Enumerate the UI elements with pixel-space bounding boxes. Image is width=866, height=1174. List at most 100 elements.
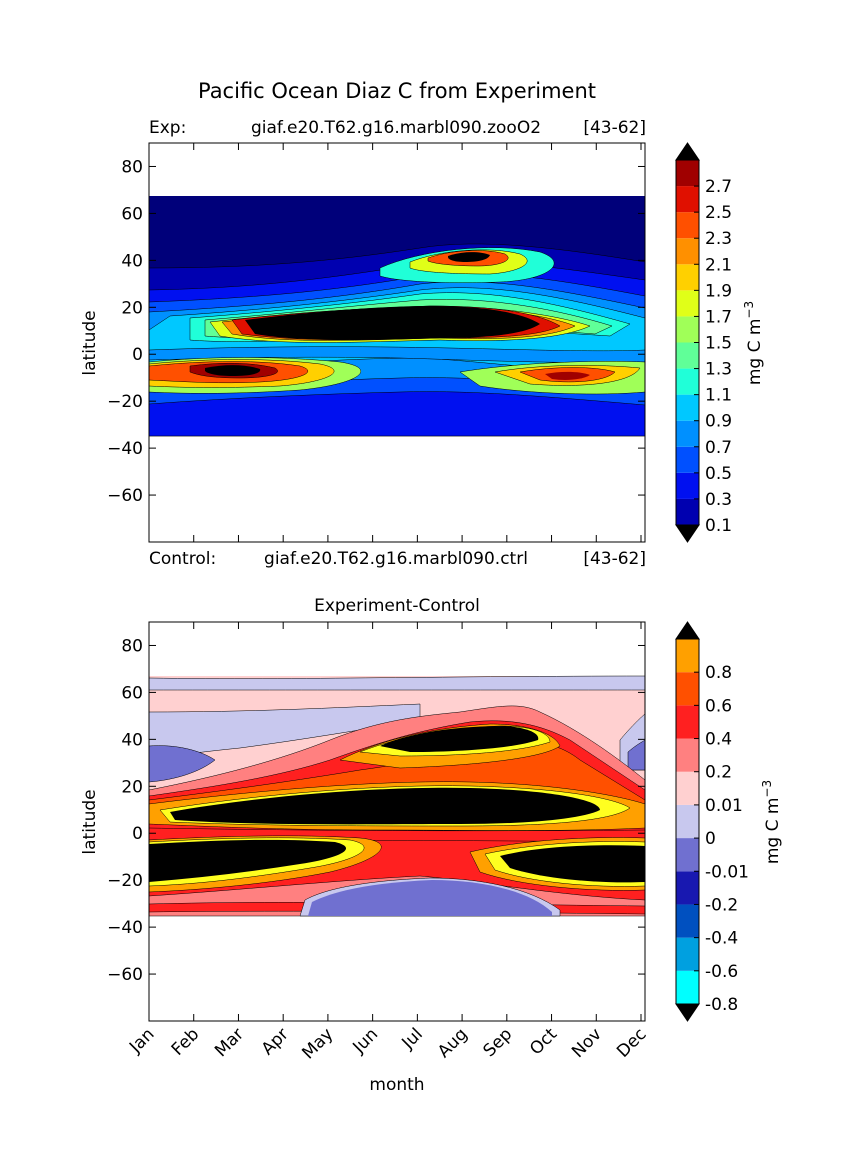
- ctrl-case: giaf.e20.T62.g16.marbl090.ctrl: [264, 549, 528, 569]
- ctrl-prefix: Control:: [149, 549, 216, 569]
- contour-region: [448, 252, 490, 262]
- y-tick-label: 60: [121, 204, 143, 224]
- colorbar-tick-label: -0.6: [705, 962, 738, 982]
- colorbar-segment: [676, 498, 699, 525]
- colorbar-segment: [676, 420, 699, 447]
- contour-region: [149, 839, 347, 882]
- colorbar-frame: [675, 638, 700, 1005]
- contour-region: [545, 371, 590, 380]
- contour-region: [149, 745, 216, 783]
- exp-years: [43-62]: [583, 118, 646, 138]
- y-tick-label: −60: [107, 486, 143, 506]
- colorbar-extend-max: [675, 142, 700, 161]
- colorbar-tick-label: 2.7: [705, 177, 732, 197]
- contour-region: [149, 346, 645, 363]
- colorbar-extend-max: [675, 621, 700, 640]
- colorbar-segment: [676, 160, 699, 187]
- ctrl-years: [43-62]: [583, 549, 646, 569]
- colorbar-tick-label: 0.9: [705, 412, 732, 432]
- bottom-y-axis: 80 60 40 20 0 −20 −40 −60: [107, 636, 645, 985]
- colorbar-segment: [676, 238, 699, 265]
- x-tick-label: Feb: [168, 1024, 203, 1059]
- colorbar-tick-label: -0.2: [705, 895, 738, 915]
- contour-region: [380, 726, 539, 752]
- y-tick-label: −20: [107, 392, 143, 412]
- colorbar-segment: [676, 937, 699, 971]
- colorbar-segment: [676, 316, 699, 343]
- colorbar-segment: [676, 212, 699, 239]
- x-tick-label: Jan: [125, 1024, 158, 1057]
- colorbar-segment: [676, 904, 699, 938]
- bottom-axes-frame: [148, 621, 646, 1022]
- y-tick-label: 20: [121, 298, 143, 318]
- colorbar-tick-label: 1.1: [705, 386, 732, 406]
- exp-prefix: Exp:: [149, 118, 186, 138]
- colorbar-tick-label: 2.1: [705, 255, 732, 275]
- colorbar-tick-label: 0.5: [705, 464, 732, 484]
- colorbar-tick-label: 2.3: [705, 229, 732, 249]
- colorbar-tick-label: 1.3: [705, 360, 732, 380]
- colorbar-segment: [676, 771, 699, 805]
- top-x-axis: [148, 143, 642, 542]
- colorbar-segment: [676, 394, 699, 421]
- colorbar-tick-label: 1.9: [705, 281, 732, 301]
- x-tick-label: Sep: [480, 1024, 517, 1061]
- x-tick-label: Jun: [349, 1024, 383, 1058]
- y-tick-label: 0: [132, 345, 143, 365]
- colorbar-tick-label: 0.7: [705, 438, 732, 458]
- figure-title: Pacific Ocean Diaz C from Experiment: [198, 79, 596, 103]
- x-tick-label: Nov: [568, 1024, 606, 1062]
- x-tick-label: Jul: [398, 1024, 427, 1053]
- bottom-colorbar-label: mg C m−3: [760, 780, 783, 864]
- y-tick-label: 80: [121, 157, 143, 177]
- colorbar-segment: [676, 472, 699, 499]
- contour-region: [627, 739, 645, 771]
- colorbar-tick-label: 0.3: [705, 490, 732, 510]
- colorbar-tick-label: 0.4: [705, 730, 732, 750]
- top-axes-frame: [148, 142, 646, 543]
- top-heatmap: [149, 196, 645, 437]
- colorbar-tick-label: 1.7: [705, 307, 732, 327]
- x-axis-label: month: [369, 1075, 424, 1095]
- x-tick-label: Aug: [434, 1024, 472, 1062]
- colorbar-segment: [676, 290, 699, 317]
- colorbar-segment: [676, 264, 699, 291]
- y-tick-label: −60: [107, 965, 143, 985]
- contour-region: [308, 880, 552, 916]
- top-ylabel: latitude: [80, 310, 100, 375]
- colorbar-segment: [676, 838, 699, 872]
- x-tick-label: Oct: [526, 1024, 561, 1059]
- bottom-heatmap: [149, 675, 645, 917]
- colorbar-tick-label: -0.01: [705, 862, 749, 882]
- bottom-colorbar: 0.8 0.6 0.4 0.2 0.01 0 -0.01 -0.2 -0.4 -0.6 -0.8: [675, 621, 749, 1022]
- colorbar-extend-min: [675, 524, 700, 543]
- colorbar-tick-label: 0.01: [705, 796, 743, 816]
- exp-case: giaf.e20.T62.g16.marbl090.zooO2: [251, 118, 541, 138]
- bottom-ylabel: latitude: [80, 789, 100, 854]
- contour-region: [245, 306, 540, 340]
- colorbar-segment: [676, 639, 699, 673]
- colorbar-segment: [676, 738, 699, 772]
- colorbar-tick-label: 0: [705, 829, 716, 849]
- y-tick-label: −20: [107, 871, 143, 891]
- colorbar-tick-label: -0.4: [705, 929, 738, 949]
- colorbar-segment: [676, 672, 699, 706]
- top-colorbar-label: mg C m−3: [742, 301, 765, 385]
- colorbar-segment: [676, 446, 699, 473]
- colorbar-segment: [676, 186, 699, 213]
- y-tick-label: 40: [121, 730, 143, 750]
- colorbar-tick-label: -0.8: [705, 995, 738, 1015]
- colorbar-tick-label: 2.5: [705, 203, 732, 223]
- y-tick-label: 0: [132, 824, 143, 844]
- contour-region: [500, 845, 645, 883]
- colorbar-tick-label: 1.5: [705, 334, 732, 354]
- top-y-axis: 80 60 40 20 0 −20 −40 −60: [107, 157, 645, 506]
- y-tick-label: 60: [121, 683, 143, 703]
- contour-region: [170, 787, 600, 825]
- y-tick-label: 80: [121, 636, 143, 656]
- x-tick-label: Dec: [613, 1024, 650, 1061]
- x-tick-label: May: [298, 1024, 337, 1063]
- colorbar-tick-label: 0.8: [705, 663, 732, 683]
- y-tick-label: 40: [121, 251, 143, 271]
